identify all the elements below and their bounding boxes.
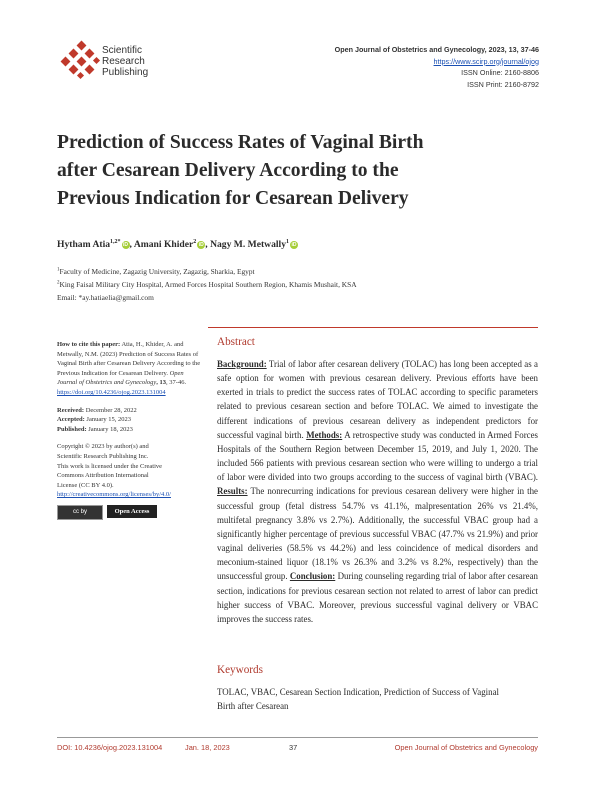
copyright-block: Copyright © 2023 by author(s) and Scient… bbox=[57, 443, 171, 499]
affiliation: 2King Faisal Military City Hospital, Arm… bbox=[57, 280, 357, 289]
srp-diamond-logo-icon bbox=[60, 40, 101, 80]
author-name: Amani Khider bbox=[133, 239, 194, 251]
orcid-icon[interactable]: iD bbox=[121, 241, 130, 250]
abstract-heading: Abstract bbox=[217, 336, 255, 348]
footer-doi[interactable]: DOI: 10.4236/ojog.2023.131004 bbox=[57, 743, 163, 752]
author-name: Hytham Atia bbox=[57, 239, 111, 251]
sidebar-info: How to cite this paper: Atia, H., Khider… bbox=[57, 340, 203, 520]
email-line: Email: *ay.hatiaelia@gmail.com bbox=[57, 293, 154, 302]
author-list: Hytham Atia1,2*iD, Amani Khider2iD, Nagy… bbox=[57, 239, 299, 251]
page-number: 37 bbox=[289, 743, 298, 752]
journal-meta: Open Journal of Obstetrics and Gynecolog… bbox=[335, 44, 539, 90]
publisher-name: Scientific Research Publishing bbox=[102, 45, 149, 78]
orcid-icon[interactable]: iD bbox=[197, 241, 206, 250]
affiliation: 1Faculty of Medicine, Zagazig University… bbox=[57, 267, 255, 276]
dates-block: Received: December 28, 2022 Accepted: Ja… bbox=[57, 406, 137, 433]
keywords-text: TOLAC, VBAC, Cesarean Section Indication… bbox=[217, 687, 499, 711]
section-divider bbox=[208, 327, 538, 328]
license-link[interactable]: http://creativecommons.org/licenses/by/4… bbox=[57, 491, 171, 499]
doi-link[interactable]: https://doi.org/10.4236/ojog.2023.131004 bbox=[57, 388, 166, 396]
orcid-icon[interactable]: iD bbox=[290, 241, 299, 250]
open-access-badge: Open Access bbox=[107, 504, 157, 518]
issn-online: ISSN Online: 2160-8806 bbox=[461, 68, 539, 77]
footer-divider bbox=[57, 737, 538, 738]
paper-title: Prediction of Success Rates of Vaginal B… bbox=[57, 132, 424, 209]
citation-block: How to cite this paper: Atia, H., Khider… bbox=[57, 341, 201, 396]
issn-print: ISSN Print: 2160-8792 bbox=[467, 79, 539, 89]
cc-by-badge[interactable]: cc by bbox=[57, 504, 103, 520]
abstract-body: Background: Trial of labor after cesarea… bbox=[217, 359, 539, 624]
journal-url-link[interactable]: https://www.scirp.org/journal/ojog bbox=[433, 56, 539, 66]
author-name: Nagy M. Metwally bbox=[210, 239, 287, 251]
footer-journal: Open Journal of Obstetrics and Gynecolog… bbox=[394, 743, 538, 752]
journal-citation: Open Journal of Obstetrics and Gynecolog… bbox=[334, 45, 539, 54]
footer-date: Jan. 18, 2023 bbox=[185, 743, 230, 752]
keywords-heading: Keywords bbox=[217, 664, 263, 676]
